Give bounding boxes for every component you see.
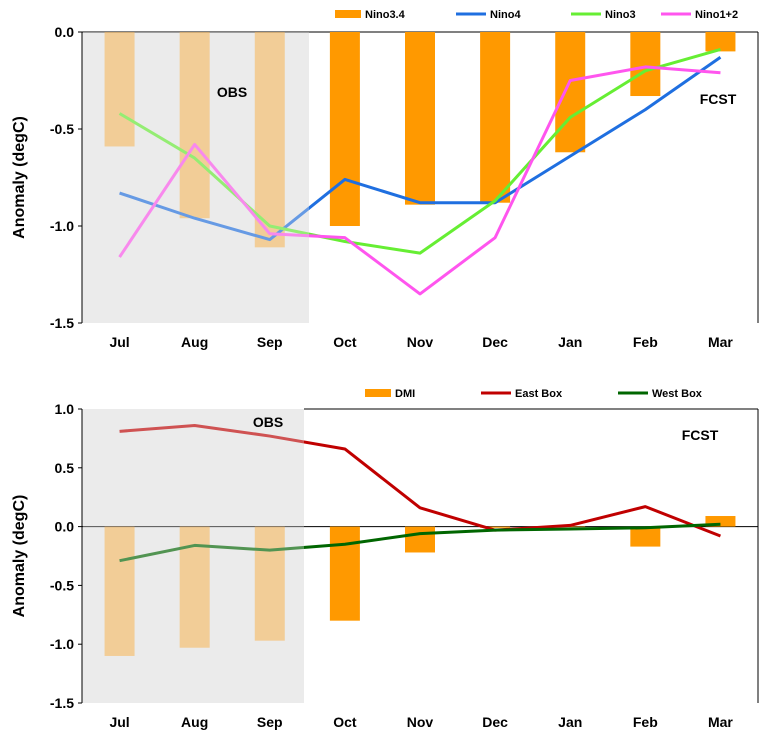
- bar-nino3-4: [480, 32, 511, 203]
- x-tick-label: Sep: [257, 714, 283, 730]
- legend: DMI East Box West Box: [365, 388, 703, 400]
- chart-panel-1: 0.0 -0.5 -1.0 -1.5 Jul Aug Sep Oct Nov Dec Jan Feb M…: [11, 9, 759, 350]
- x-tick-label: Nov: [407, 334, 434, 350]
- x-tick-label: Dec: [482, 334, 508, 350]
- legend-swatch-dmi: [365, 389, 391, 397]
- bar-dmi: [254, 526, 285, 641]
- legend-label-nino3-4: Nino3.4: [365, 9, 406, 21]
- x-tick-label: Aug: [181, 334, 208, 350]
- y-tick-label: -0.5: [50, 577, 74, 593]
- legend-label-west-box: West Box: [652, 388, 703, 400]
- x-tick-label: Jul: [109, 334, 129, 350]
- bar-nino3-4: [555, 32, 586, 153]
- series-line-nino4: [119, 55, 722, 242]
- obs-label: OBS: [253, 414, 283, 430]
- bar-nino3-4: [179, 32, 210, 219]
- fcst-label: FCST: [682, 427, 719, 443]
- bar-dmi: [329, 526, 360, 621]
- fcst-label: FCST: [700, 91, 737, 107]
- y-tick-label: -1.0: [50, 218, 74, 234]
- bar-nino3-4: [705, 32, 736, 52]
- y-axis-label: Anomaly (degC): [11, 116, 28, 239]
- y-tick-label: 0.0: [55, 24, 75, 40]
- x-tick-label: Dec: [482, 714, 508, 730]
- x-tick-label: Jul: [109, 714, 129, 730]
- legend-label-nino4: Nino4: [490, 9, 521, 21]
- series-line-nino1-2: [118, 65, 721, 296]
- observed-fade: [83, 32, 309, 323]
- y-tick-label: -1.0: [50, 636, 74, 652]
- y-tick-label: -0.5: [50, 121, 74, 137]
- bar-nino3-4: [630, 32, 661, 97]
- series-line-west-box: [119, 522, 721, 563]
- x-tick-label: Jan: [558, 334, 582, 350]
- bar-nino3-4: [104, 32, 135, 147]
- x-tick-label: Mar: [708, 714, 733, 730]
- chart-panel-2: 1.0 0.5 0.0 -0.5 -1.0 -1.5 Jul Aug Sep Oct Nov Dec J…: [11, 388, 759, 730]
- legend-label-east-box: East Box: [515, 388, 563, 400]
- bar-dmi: [705, 516, 736, 527]
- y-tick-label: -1.5: [50, 315, 74, 331]
- y-tick-label: 1.0: [55, 401, 75, 417]
- bar-nino3-4: [405, 32, 435, 205]
- series-line-nino3: [118, 48, 721, 255]
- y-tick-label: 0.5: [55, 460, 75, 476]
- bar-dmi: [405, 526, 435, 553]
- x-tick-label: Jan: [558, 714, 582, 730]
- legend-label-dmi: DMI: [395, 388, 415, 400]
- bar-dmi: [104, 526, 135, 656]
- x-tick-label: Aug: [181, 714, 208, 730]
- x-tick-label: Mar: [708, 334, 733, 350]
- x-tick-label: Oct: [333, 714, 357, 730]
- bar-nino3-4: [329, 32, 360, 226]
- y-tick-label: 0.0: [55, 519, 75, 535]
- x-tick-label: Oct: [333, 334, 357, 350]
- x-tick-label: Feb: [633, 334, 658, 350]
- bar-dmi: [480, 526, 511, 528]
- y-tick-label: -1.5: [50, 695, 74, 711]
- legend-label-nino3: Nino3: [605, 9, 636, 21]
- x-tick-label: Feb: [633, 714, 658, 730]
- legend-swatch-nino3-4: [335, 10, 361, 18]
- legend: Nino3.4 Nino4 Nino3 Nino1+2: [335, 9, 738, 21]
- obs-label: OBS: [217, 84, 247, 100]
- series-line-east-box: [119, 423, 721, 538]
- x-tick-label: Sep: [257, 334, 283, 350]
- observed-fade: [83, 409, 304, 703]
- x-tick-label: Nov: [407, 714, 434, 730]
- legend-label-nino1-2: Nino1+2: [695, 9, 738, 21]
- y-axis-label: Anomaly (degC): [11, 495, 28, 618]
- bar-dmi: [630, 526, 661, 547]
- bar-nino3-4: [254, 32, 285, 248]
